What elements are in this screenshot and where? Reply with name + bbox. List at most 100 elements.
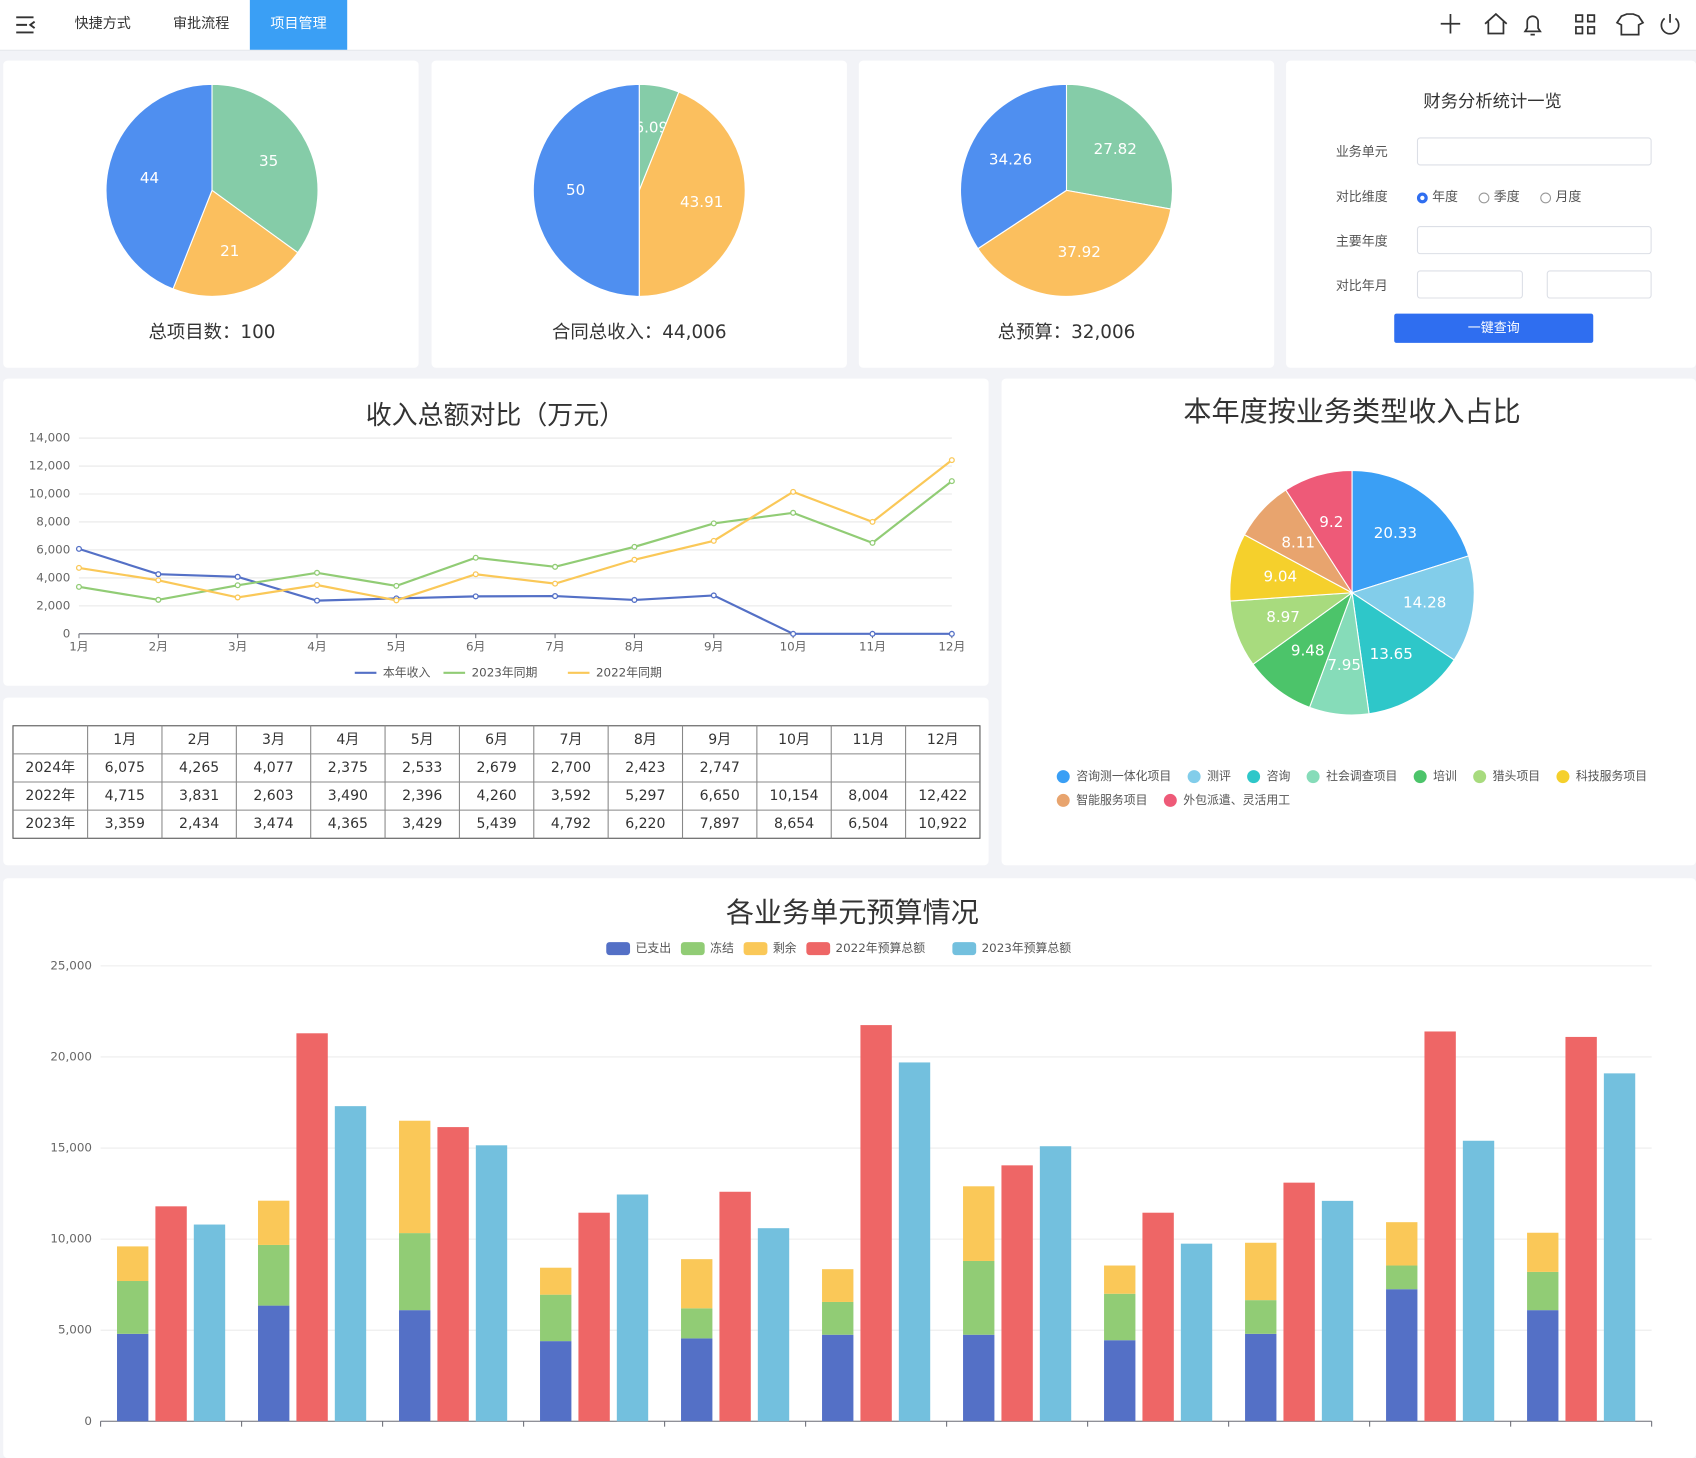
y-tick-label: 20,000 bbox=[50, 1049, 92, 1063]
bar bbox=[1283, 1182, 1315, 1422]
table-cell: 2,375 bbox=[328, 760, 368, 776]
legend-label: 冻结 bbox=[710, 941, 734, 955]
y-tick-label: 10,000 bbox=[50, 1232, 92, 1246]
line-point bbox=[631, 596, 638, 603]
x-tick-label: 1月 bbox=[69, 639, 88, 653]
query-button[interactable]: 一键查询 bbox=[1394, 313, 1594, 343]
line-point bbox=[869, 630, 876, 637]
bar bbox=[1527, 1271, 1559, 1311]
bar bbox=[681, 1259, 713, 1309]
legend-label: 测评 bbox=[1207, 769, 1231, 783]
radio-label: 季度 bbox=[1493, 189, 1520, 205]
table-cell: 2,533 bbox=[402, 760, 442, 776]
radio[interactable]: 年度 bbox=[1416, 187, 1458, 205]
x-tick-label: 4月 bbox=[307, 639, 326, 653]
menu-icon[interactable] bbox=[13, 12, 39, 38]
month-input[interactable] bbox=[1546, 270, 1652, 299]
table-cell: 2,679 bbox=[476, 760, 516, 776]
line-point bbox=[948, 630, 955, 637]
nav-item[interactable]: 项目管理 bbox=[249, 0, 348, 50]
table-cell: 5,439 bbox=[476, 816, 516, 832]
y-tick-label: 10,000 bbox=[29, 486, 71, 500]
legend-swatch bbox=[1163, 793, 1177, 807]
table-row-label: 2023年 bbox=[25, 816, 75, 832]
y-tick-label: 4,000 bbox=[36, 570, 70, 584]
month-input[interactable] bbox=[1416, 270, 1523, 299]
radio[interactable]: 月度 bbox=[1540, 187, 1581, 205]
bar bbox=[963, 1334, 995, 1422]
bar bbox=[155, 1206, 187, 1422]
bar bbox=[1603, 1073, 1636, 1422]
toolbar-icons[interactable] bbox=[1433, 0, 1693, 50]
nav-item[interactable]: 快捷方式 bbox=[74, 16, 131, 33]
bar bbox=[296, 1033, 328, 1422]
table-cell: 8,654 bbox=[774, 816, 814, 832]
bar bbox=[1424, 1031, 1456, 1422]
bar bbox=[1104, 1293, 1136, 1341]
bar bbox=[1386, 1289, 1418, 1422]
bar bbox=[399, 1310, 431, 1422]
form-label: 对比年月 bbox=[1335, 277, 1388, 294]
slice-label: 9.2 bbox=[1319, 513, 1343, 531]
bar bbox=[193, 1224, 226, 1422]
table-header: 1月 bbox=[113, 732, 136, 748]
legend-swatch bbox=[680, 942, 705, 956]
pie-slice bbox=[172, 189, 299, 297]
line-point bbox=[234, 582, 241, 589]
bar bbox=[616, 1194, 649, 1422]
legend-label: 2023年预算总额 bbox=[982, 941, 1072, 955]
bar bbox=[117, 1281, 149, 1334]
table-cell: 6,220 bbox=[625, 816, 665, 832]
table-cell: 3,359 bbox=[105, 816, 145, 832]
bar bbox=[399, 1120, 431, 1234]
table-header: 9月 bbox=[708, 732, 731, 748]
legend-label: 科技服务项目 bbox=[1576, 769, 1647, 783]
bar bbox=[475, 1145, 508, 1422]
top-nav: 快捷方式 审批流程 项目管理 bbox=[0, 0, 1696, 51]
table-header: 12月 bbox=[927, 732, 959, 748]
table-cell: 6,504 bbox=[848, 816, 888, 832]
line-point bbox=[472, 593, 479, 600]
year-input[interactable] bbox=[1416, 226, 1652, 255]
slice-label: 43.91 bbox=[680, 193, 723, 211]
slice-label: 35 bbox=[259, 152, 278, 170]
legend-swatch bbox=[1187, 770, 1201, 784]
bar bbox=[117, 1246, 149, 1282]
slice-label: 50 bbox=[566, 181, 585, 199]
legend-swatch bbox=[1056, 793, 1070, 807]
line-point bbox=[948, 457, 955, 464]
bar bbox=[1565, 1036, 1597, 1422]
table-cell: 2,396 bbox=[402, 788, 442, 804]
pie-slice bbox=[1351, 469, 1470, 594]
nav-item[interactable]: 审批流程 bbox=[173, 16, 230, 33]
legend-swatch bbox=[1556, 770, 1570, 784]
line-point bbox=[75, 545, 82, 552]
pie-slice bbox=[959, 83, 1068, 250]
radio[interactable]: 季度 bbox=[1478, 187, 1520, 205]
table-header: 2月 bbox=[188, 732, 211, 748]
bar bbox=[1104, 1340, 1136, 1422]
chart-title: 本年度按业务类型收入占比 bbox=[1183, 395, 1520, 428]
bar bbox=[898, 1062, 931, 1422]
bar bbox=[1180, 1243, 1213, 1422]
table-cell: 5,297 bbox=[625, 788, 665, 804]
line-point bbox=[234, 594, 241, 601]
table-header: 4月 bbox=[336, 732, 359, 748]
line-point bbox=[790, 488, 797, 495]
line-point bbox=[790, 630, 797, 637]
x-tick-label: 3月 bbox=[228, 639, 247, 653]
line-point bbox=[472, 554, 479, 561]
table-cell: 4,077 bbox=[253, 760, 293, 776]
legend-swatch bbox=[952, 942, 977, 956]
bar bbox=[258, 1244, 290, 1306]
bar bbox=[540, 1294, 572, 1342]
table-header: 5月 bbox=[411, 732, 434, 748]
table-cell: 4,792 bbox=[551, 816, 591, 832]
table-cell: 10,922 bbox=[918, 816, 967, 832]
legend-swatch bbox=[806, 942, 831, 956]
table-header: 3月 bbox=[262, 732, 285, 748]
unit-input[interactable] bbox=[1416, 137, 1652, 166]
legend-swatch bbox=[1473, 770, 1487, 784]
line-point bbox=[313, 569, 321, 576]
